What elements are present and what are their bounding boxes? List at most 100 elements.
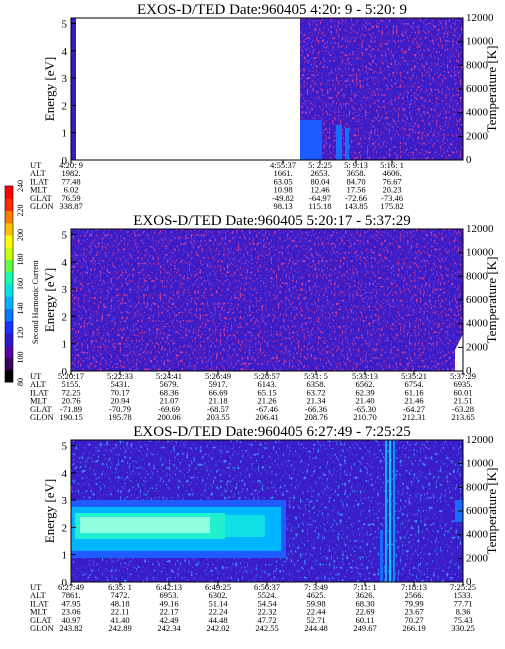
y-tick-label: 1 [62,339,68,351]
table-cell: 17.56 [346,185,365,195]
table-cell: 206.41 [255,412,278,422]
table-cell: 1661. [273,168,292,178]
table-cell: 48.18 [110,598,129,608]
table-cell: 213.65 [451,412,474,422]
table-cell: 4:20: 9 [59,160,83,170]
band-core [80,517,210,533]
table-cell: 244.48 [304,623,327,633]
data-strip [71,18,76,160]
colorbar-swatch [5,186,13,199]
colorbar: 80 100 120 140 160 180 200 220 240 Second Harmon… [4,180,40,386]
y2-tick-label: 10000 [466,36,494,48]
table-row-label: GLON [30,412,54,422]
table-cell: 47.95 [61,598,80,608]
y2-tick-label: 0 [466,576,472,588]
colorbar-label: Second Harmonic Current [31,259,40,344]
table-row-label: UT [30,371,42,381]
colorbar-ticks: 80 100 120 140 160 180 200 220 240 [16,180,25,386]
table-cell: 7:18:13 [401,582,427,592]
y-tick-label: 3 [62,284,68,296]
y2-axis-label: Temperature [K] [484,257,499,344]
table-cell: 4:55:37 [270,160,296,170]
table-cell: 175.82 [380,201,403,211]
table-row-label: GLON [30,201,54,211]
table-cell: 23.67 [404,607,423,617]
table-cell: 21.40 [355,396,374,406]
y2-tick-label: 0 [466,365,472,377]
table-cell: 4625. [306,590,325,600]
low-energy-enhancement [345,128,349,160]
y2-tick-label: 12000 [466,12,494,24]
streak [389,440,391,582]
table-cell: -72.66 [345,193,367,203]
panel-2: EXOS-D/TED Date:960405 5:20:17 - 5:37:29… [30,213,499,422]
panel-title: EXOS-D/TED Date:960405 6:27:49 - 7:25:25 [133,424,410,440]
table-cell: 5:20:17 [58,371,84,381]
y-tick-label: 5 [62,440,68,452]
table-cell: 5:31: 5 [304,371,328,381]
table-cell: 6953. [159,590,178,600]
table-cell: 8.36 [456,607,471,617]
y-axis-left: 0 1 2 3 4 5 [62,18,76,167]
table-row-label: MLT [30,185,48,195]
table-cell: -71.89 [60,404,82,414]
noise-overlay [300,18,463,160]
table-cell: 242.89 [108,623,131,633]
table-cell: 4606. [382,168,401,178]
table-row-label: ILAT [30,176,49,186]
table-row-label: ALT [30,168,47,178]
colorbar-tick-label: 220 [16,205,25,217]
band-core [225,515,265,537]
y-axis-right: 0 2000 4000 6000 8000 10000 12000 [458,12,494,166]
y2-tick-label: 4000 [466,318,489,330]
table-cell: 70.17 [110,387,129,397]
table-cell: 10.98 [273,185,292,195]
table-cell: 42.49 [159,615,178,625]
colorbar-swatch [5,259,13,273]
table-cell: 72.25 [61,387,80,397]
table-cell: 1982. [61,168,80,178]
table-cell: -68.57 [207,404,229,414]
y-tick-label: 5 [62,18,68,30]
y2-tick-label: 6000 [466,505,489,517]
table-cell: 338.87 [59,201,82,211]
table-cell: 5:26:49 [205,371,231,381]
table-row-label: ILAT [30,598,49,608]
noise-overlay [71,229,463,371]
table-cell: 20.76 [61,396,80,406]
table-cell: 5155. [61,379,80,389]
table-cell: 52.71 [306,615,325,625]
table-cell: 2566. [404,590,423,600]
colorbar-swatch [5,210,13,224]
y2-tick-label: 4000 [466,529,489,541]
y-axis-label: Energy [eV] [42,57,57,121]
table-cell: 3658. [346,168,365,178]
panel-3: EXOS-D/TED Date:960405 6:27:49 - 7:25:25… [30,424,499,633]
y-tick-label: 0 [62,155,68,167]
table-cell: 7861. [61,590,80,600]
table-cell: 23.06 [61,607,80,617]
table-cell: 5524. [257,590,276,600]
colorbar-swatch [5,284,13,297]
table-cell: 22.17 [159,607,178,617]
table-cell: 249.67 [353,623,376,633]
table-cell: 5:35:21 [401,371,427,381]
table-cell: -69.69 [158,404,180,414]
table-cell: 12.46 [310,185,329,195]
table-cell: 68.30 [355,598,374,608]
table-cell: 7472. [110,590,129,600]
table-cell: 63.72 [306,387,325,397]
table-cell: 41.40 [110,615,129,625]
table-cell: -63.28 [452,404,474,414]
table-cell: 6:35: 1 [108,582,132,592]
table-cell: 330.25 [451,623,474,633]
table-cell: 51.14 [208,598,228,608]
colorbar-frame [4,185,14,383]
y2-tick-label: 2000 [466,552,489,564]
colorbar-swatch [5,333,13,346]
table-cell: 203.55 [206,412,229,422]
y2-tick-label: 12000 [466,434,494,446]
data-gap [455,334,463,371]
table-cell: 7:11: 1 [353,582,377,592]
y-axis-left: 0 1 2 3 4 5 [62,229,76,378]
